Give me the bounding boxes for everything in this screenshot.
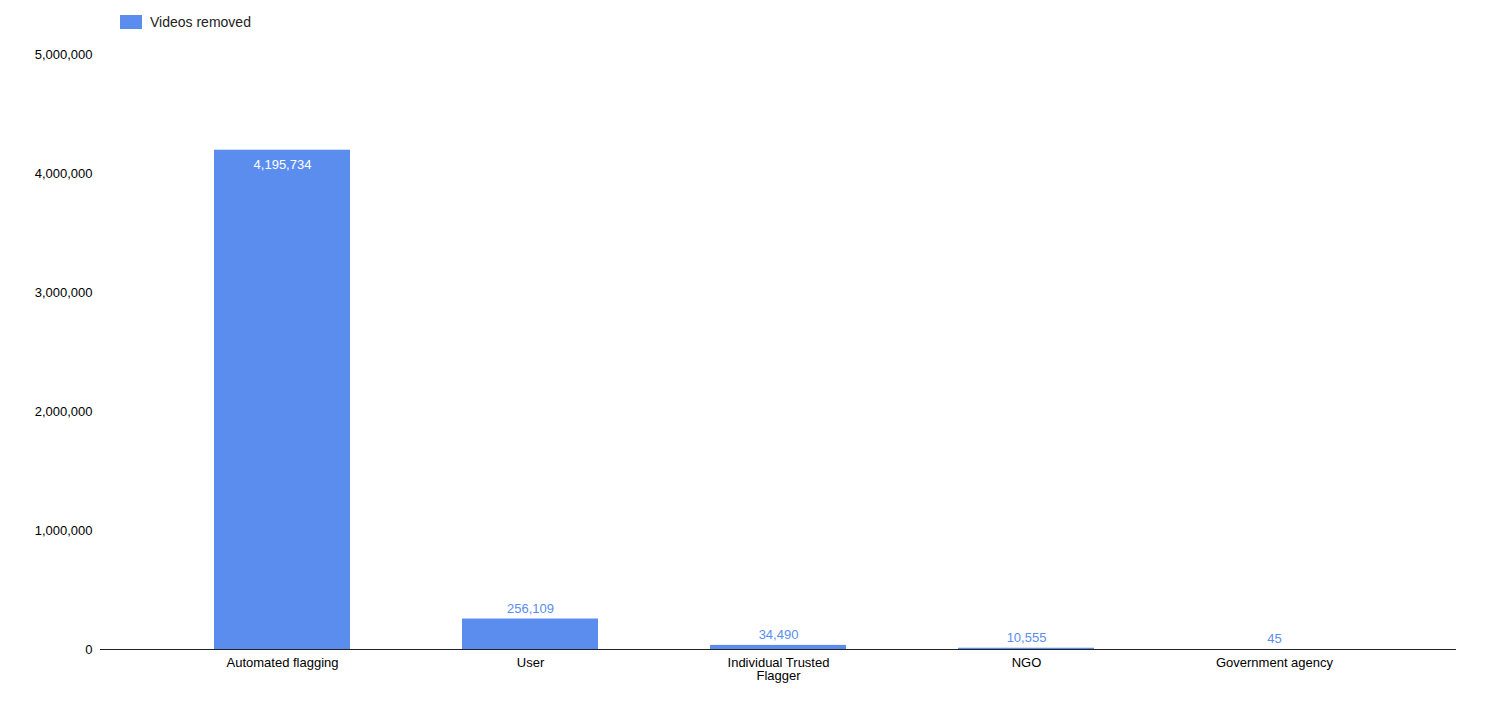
svg-text:4,000,000: 4,000,000 [35,166,93,181]
svg-text:User: User [517,655,545,670]
svg-text:4,195,734: 4,195,734 [254,157,312,172]
svg-text:Individual TrustedFlagger: Individual TrustedFlagger [728,655,830,683]
svg-text:10,555: 10,555 [1007,630,1047,645]
html-text:Videos removed: Videos removed [150,14,251,30]
svg-text:34,490: 34,490 [759,627,799,642]
svg-text:1,000,000: 1,000,000 [35,523,93,538]
svg-text:45: 45 [1267,631,1281,646]
svg-text:NGO: NGO [1012,655,1042,670]
svg-text:5,000,000: 5,000,000 [35,47,93,62]
svg-text:0: 0 [85,642,92,657]
svg-text:Automated flagging: Automated flagging [226,655,338,670]
svg-text:2,000,000: 2,000,000 [35,404,93,419]
svg-text:3,000,000: 3,000,000 [35,285,93,300]
svg-text:Government agency: Government agency [1216,655,1334,670]
svg-text:256,109: 256,109 [507,601,554,616]
